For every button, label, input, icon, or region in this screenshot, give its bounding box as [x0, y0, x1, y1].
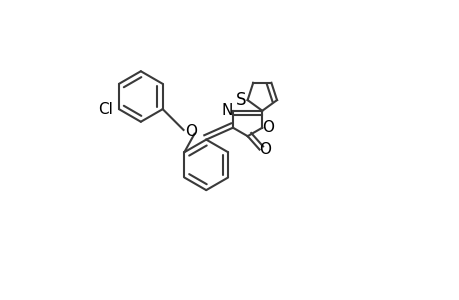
Text: S: S: [235, 91, 246, 109]
Text: Cl: Cl: [98, 102, 113, 117]
Text: O: O: [185, 124, 196, 139]
Text: O: O: [261, 120, 273, 135]
Text: O: O: [258, 142, 270, 157]
Text: N: N: [221, 103, 233, 118]
